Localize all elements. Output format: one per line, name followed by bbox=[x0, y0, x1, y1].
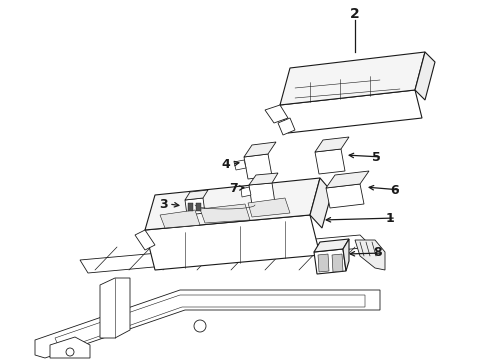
Text: 6: 6 bbox=[391, 184, 399, 197]
Polygon shape bbox=[185, 198, 205, 215]
Polygon shape bbox=[100, 278, 130, 338]
Polygon shape bbox=[280, 90, 422, 133]
Polygon shape bbox=[160, 210, 200, 228]
Text: 8: 8 bbox=[374, 247, 382, 260]
Circle shape bbox=[66, 348, 74, 356]
Polygon shape bbox=[355, 240, 385, 270]
Polygon shape bbox=[343, 239, 349, 271]
Polygon shape bbox=[315, 137, 349, 152]
Polygon shape bbox=[241, 187, 251, 197]
Polygon shape bbox=[249, 173, 278, 185]
Polygon shape bbox=[244, 142, 276, 157]
Text: 3: 3 bbox=[159, 198, 167, 211]
Polygon shape bbox=[314, 249, 346, 274]
Polygon shape bbox=[188, 203, 193, 211]
Polygon shape bbox=[278, 118, 295, 135]
Text: 5: 5 bbox=[371, 150, 380, 163]
Polygon shape bbox=[315, 149, 345, 174]
Polygon shape bbox=[326, 184, 364, 208]
Polygon shape bbox=[35, 290, 380, 358]
Polygon shape bbox=[265, 105, 288, 123]
Text: 4: 4 bbox=[221, 158, 230, 171]
Polygon shape bbox=[234, 160, 246, 170]
Polygon shape bbox=[200, 204, 250, 223]
Polygon shape bbox=[145, 178, 320, 230]
Polygon shape bbox=[248, 198, 290, 217]
Polygon shape bbox=[135, 230, 155, 250]
Polygon shape bbox=[326, 171, 369, 188]
Polygon shape bbox=[249, 183, 275, 205]
Polygon shape bbox=[310, 178, 332, 228]
Text: 1: 1 bbox=[386, 212, 394, 225]
Polygon shape bbox=[244, 154, 272, 179]
Polygon shape bbox=[196, 203, 201, 211]
Polygon shape bbox=[50, 337, 90, 358]
Text: 2: 2 bbox=[350, 7, 360, 21]
Circle shape bbox=[194, 320, 206, 332]
Polygon shape bbox=[185, 190, 208, 200]
Polygon shape bbox=[332, 254, 343, 272]
Polygon shape bbox=[80, 235, 375, 273]
Polygon shape bbox=[415, 52, 435, 100]
Text: 7: 7 bbox=[229, 181, 237, 194]
Polygon shape bbox=[145, 215, 320, 270]
Polygon shape bbox=[280, 52, 425, 105]
Polygon shape bbox=[55, 295, 365, 350]
Polygon shape bbox=[318, 254, 329, 272]
Polygon shape bbox=[314, 239, 349, 252]
